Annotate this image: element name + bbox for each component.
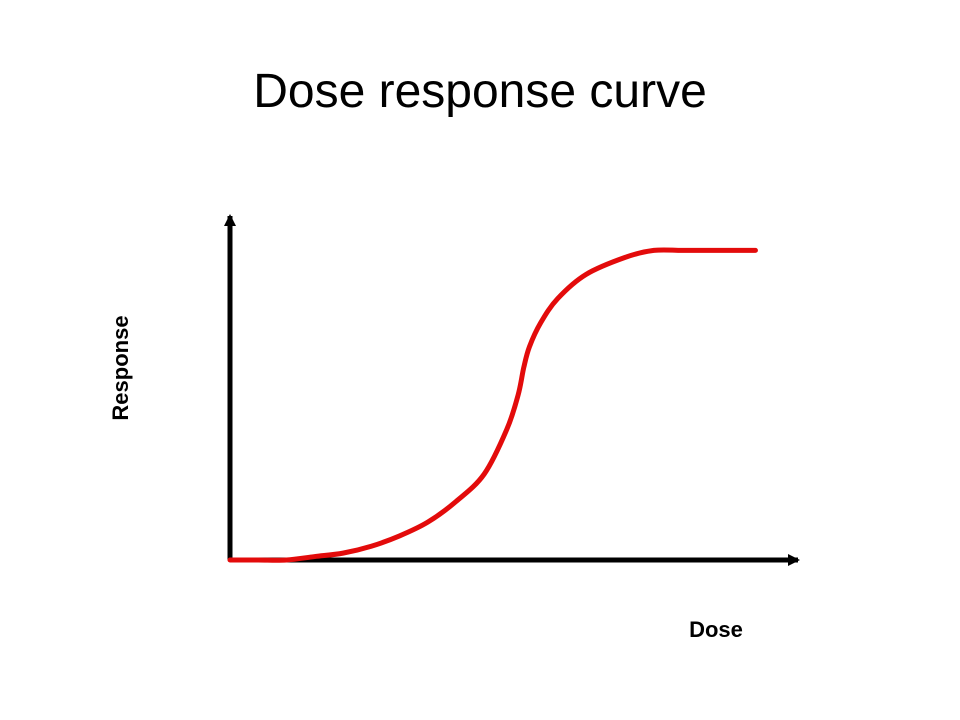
x-axis-label: Dose [689,617,743,642]
dose-response-line [227,247,758,563]
chart-title: Dose response curve [253,65,707,118]
y-axis-label: Response [108,315,133,420]
series-layer [227,247,758,563]
